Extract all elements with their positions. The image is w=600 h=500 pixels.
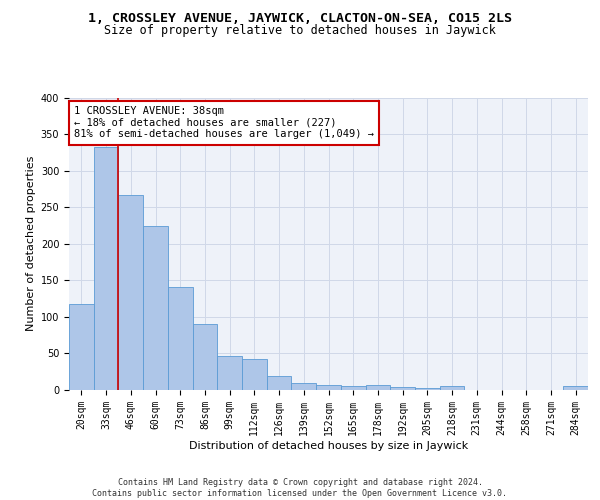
Bar <box>440 386 464 390</box>
X-axis label: Distribution of detached houses by size in Jaywick: Distribution of detached houses by size … <box>189 440 468 450</box>
Bar <box>94 147 118 390</box>
Bar <box>267 376 292 390</box>
Bar <box>118 195 143 390</box>
Bar <box>563 386 588 390</box>
Bar <box>415 388 440 390</box>
Bar <box>365 385 390 390</box>
Bar <box>143 226 168 390</box>
Bar <box>217 356 242 390</box>
Text: Contains HM Land Registry data © Crown copyright and database right 2024.
Contai: Contains HM Land Registry data © Crown c… <box>92 478 508 498</box>
Text: 1 CROSSLEY AVENUE: 38sqm
← 18% of detached houses are smaller (227)
81% of semi-: 1 CROSSLEY AVENUE: 38sqm ← 18% of detach… <box>74 106 374 140</box>
Bar <box>292 382 316 390</box>
Text: Size of property relative to detached houses in Jaywick: Size of property relative to detached ho… <box>104 24 496 37</box>
Y-axis label: Number of detached properties: Number of detached properties <box>26 156 37 332</box>
Bar <box>193 324 217 390</box>
Bar <box>341 386 365 390</box>
Bar <box>316 385 341 390</box>
Bar <box>69 304 94 390</box>
Bar <box>168 287 193 390</box>
Bar <box>242 360 267 390</box>
Bar <box>390 387 415 390</box>
Text: 1, CROSSLEY AVENUE, JAYWICK, CLACTON-ON-SEA, CO15 2LS: 1, CROSSLEY AVENUE, JAYWICK, CLACTON-ON-… <box>88 12 512 26</box>
